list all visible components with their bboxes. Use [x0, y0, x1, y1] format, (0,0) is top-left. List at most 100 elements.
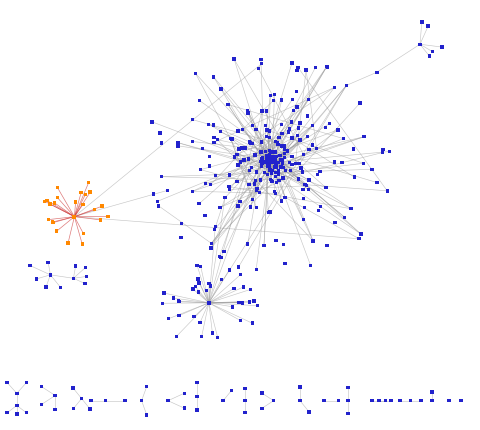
Point	[263, 160, 270, 167]
Point	[281, 261, 288, 267]
Point	[379, 147, 387, 154]
Point	[331, 85, 338, 92]
Point	[193, 262, 201, 269]
Point	[296, 397, 304, 404]
Point	[271, 92, 278, 98]
Point	[281, 143, 288, 150]
Point	[86, 405, 94, 412]
Point	[261, 169, 268, 176]
Point	[264, 172, 271, 178]
Point	[288, 120, 295, 126]
Point	[445, 397, 453, 404]
Point	[258, 390, 266, 396]
Point	[281, 155, 288, 162]
Point	[323, 243, 331, 249]
Point	[72, 199, 80, 206]
Point	[324, 65, 332, 72]
Point	[278, 98, 286, 104]
Point	[201, 212, 209, 219]
Point	[260, 243, 268, 249]
Point	[278, 160, 286, 167]
Point	[350, 174, 358, 181]
Point	[247, 203, 254, 210]
Point	[214, 335, 222, 341]
Point	[264, 156, 272, 163]
Point	[275, 168, 283, 175]
Point	[78, 241, 86, 248]
Point	[384, 188, 391, 195]
Point	[23, 409, 30, 416]
Point	[249, 123, 256, 130]
Point	[307, 263, 314, 270]
Point	[207, 182, 215, 189]
Point	[262, 123, 269, 129]
Point	[286, 160, 293, 167]
Point	[270, 156, 277, 163]
Point	[205, 122, 213, 129]
Point	[44, 259, 52, 266]
Point	[13, 390, 21, 397]
Point	[235, 264, 242, 271]
Point	[266, 177, 274, 184]
Point	[273, 180, 280, 187]
Point	[214, 137, 221, 144]
Point	[269, 154, 277, 161]
Point	[250, 298, 258, 305]
Point	[267, 167, 275, 174]
Point	[234, 203, 241, 210]
Point	[258, 158, 265, 165]
Point	[301, 182, 309, 189]
Point	[189, 188, 196, 195]
Point	[259, 155, 266, 162]
Point	[234, 128, 242, 135]
Point	[235, 299, 243, 306]
Point	[300, 152, 307, 159]
Point	[3, 379, 11, 386]
Point	[297, 165, 305, 172]
Point	[276, 135, 283, 142]
Point	[217, 86, 225, 93]
Point	[252, 266, 260, 273]
Point	[47, 272, 54, 279]
Point	[272, 154, 280, 160]
Point	[53, 184, 61, 191]
Point	[91, 207, 98, 214]
Point	[258, 61, 265, 68]
Point	[205, 281, 213, 288]
Point	[175, 298, 182, 305]
Point	[239, 127, 246, 134]
Point	[268, 159, 276, 166]
Point	[240, 284, 247, 291]
Point	[241, 385, 249, 392]
Point	[259, 155, 266, 162]
Point	[53, 228, 60, 235]
Point	[335, 397, 342, 404]
Point	[347, 206, 355, 213]
Point	[276, 153, 284, 160]
Point	[387, 397, 395, 404]
Point	[418, 19, 426, 26]
Point	[246, 168, 253, 175]
Point	[343, 83, 350, 89]
Point	[38, 383, 46, 390]
Point	[70, 405, 78, 412]
Point	[241, 397, 249, 404]
Point	[192, 284, 199, 291]
Point	[373, 180, 381, 187]
Point	[267, 156, 275, 163]
Point	[339, 136, 347, 143]
Point	[278, 131, 286, 138]
Point	[189, 286, 197, 293]
Point	[189, 117, 196, 124]
Point	[312, 65, 319, 72]
Point	[174, 140, 182, 147]
Point	[309, 238, 317, 245]
Point	[262, 148, 270, 155]
Point	[244, 108, 252, 115]
Point	[220, 249, 228, 256]
Point	[290, 108, 298, 115]
Point	[239, 300, 246, 307]
Point	[251, 152, 259, 159]
Point	[295, 125, 302, 132]
Point	[360, 160, 367, 167]
